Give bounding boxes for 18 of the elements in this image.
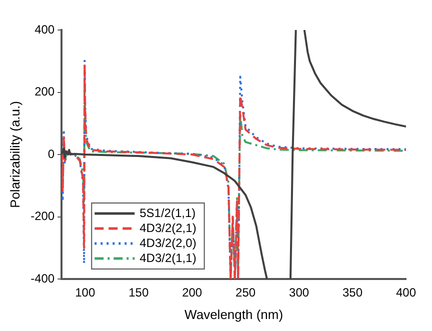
- y-tick-label: 400: [34, 22, 55, 36]
- legend-label: 4D3/2(2,1): [140, 220, 196, 235]
- x-tick-label: 200: [182, 286, 202, 300]
- legend-label: 4D3/2(1,1): [140, 250, 196, 265]
- x-axis-title: Wavelength (nm): [184, 306, 284, 322]
- x-tick-label: 150: [128, 286, 149, 300]
- x-tick-label: 250: [236, 286, 256, 300]
- y-tick-label: -200: [30, 209, 55, 224]
- y-tick-label: -400: [30, 271, 55, 286]
- legend-label: 5S1/2(1,1): [140, 206, 196, 220]
- x-tick-label: 350: [342, 286, 363, 300]
- x-tick-label: 300: [289, 286, 310, 300]
- y-axis-title: Polarizability (a.u.): [7, 101, 22, 208]
- legend-label: 4D3/2(2,0): [140, 236, 196, 250]
- x-tick-label: 400: [396, 286, 416, 300]
- y-tick-label: 0: [48, 146, 55, 161]
- y-tick-label: 200: [34, 84, 55, 99]
- x-tick-label: 100: [75, 286, 96, 300]
